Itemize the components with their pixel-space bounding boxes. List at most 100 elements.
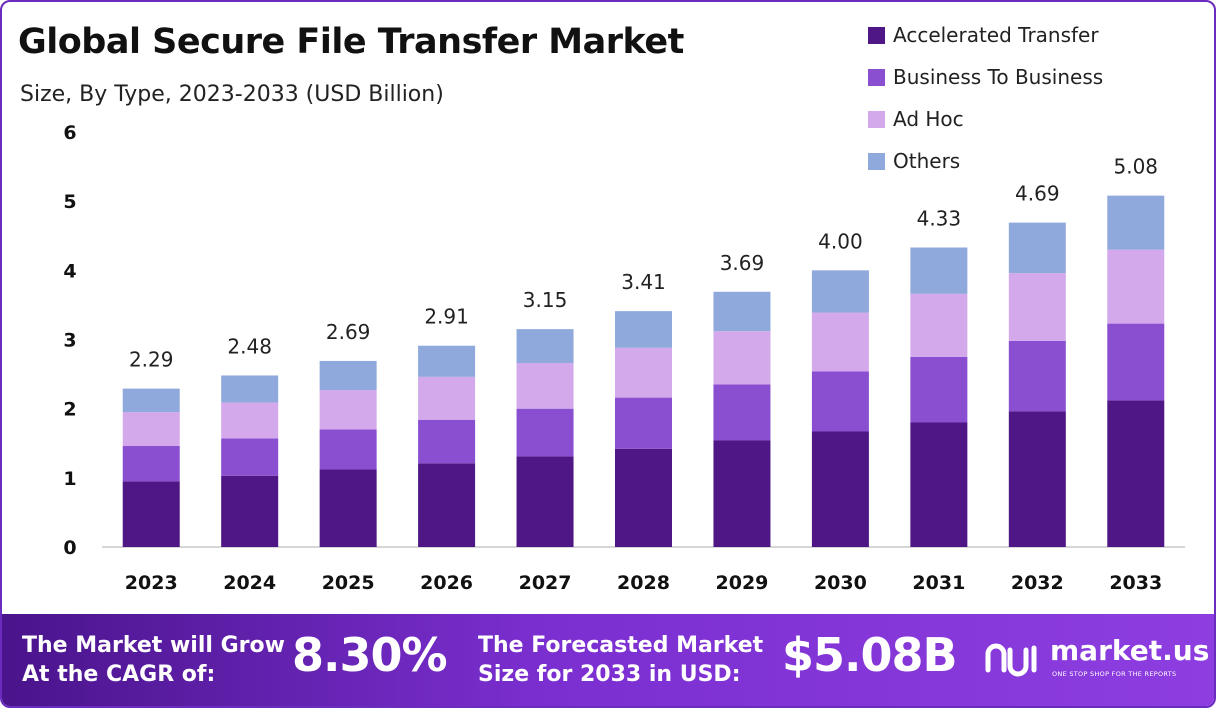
stacked-bar-chart: 0 1 2 3 4 5 6 2.29 2023 2.48 2024 2.69 2025 2.91 2026 3… <box>63 122 1185 594</box>
bar-total-label: 3.41 <box>621 270 666 294</box>
y-tick-label: 0 <box>63 537 76 559</box>
bar-segment <box>1008 273 1066 341</box>
legend-swatch <box>868 110 885 128</box>
y-tick-label: 5 <box>63 191 76 213</box>
bar-segment <box>221 438 279 476</box>
bar-segment <box>122 412 180 447</box>
bar-segment <box>713 291 771 332</box>
y-tick-label: 3 <box>63 330 76 352</box>
bar-segment <box>615 448 672 547</box>
bar-segment <box>418 419 476 464</box>
legend-label: Business To Business <box>893 65 1104 89</box>
bar-segment <box>811 270 869 313</box>
bar-segment <box>516 408 574 457</box>
bar-segment <box>615 397 672 449</box>
x-tick-label: 2032 <box>1011 572 1064 594</box>
bar-segment <box>1008 222 1066 274</box>
legend-label: Accelerated Transfer <box>893 23 1099 47</box>
legend-swatch <box>868 26 885 44</box>
bar-segment <box>319 469 377 547</box>
x-tick-label: 2028 <box>617 572 670 594</box>
bar-total-label: 4.69 <box>1015 182 1060 206</box>
bar-segment <box>713 440 771 547</box>
bar-segment <box>811 312 869 372</box>
x-tick-label: 2030 <box>814 572 867 594</box>
brand-tagline: ONE STOP SHOP FOR THE REPORTS <box>1052 670 1177 678</box>
bar-segment <box>713 384 771 441</box>
y-tick-label: 4 <box>63 260 76 282</box>
bar-segment <box>221 475 279 547</box>
x-tick-label: 2029 <box>716 572 769 594</box>
bar-segment <box>1008 340 1066 412</box>
bar-segment <box>221 375 279 403</box>
bar-segment <box>1107 195 1165 250</box>
x-tick-label: 2033 <box>1109 572 1162 594</box>
y-tick-label: 1 <box>63 468 76 490</box>
x-tick-label: 2026 <box>420 572 473 594</box>
bar-segment <box>516 456 574 547</box>
bar-segment <box>319 360 377 390</box>
forecast-label-line1: The Forecasted Market <box>478 633 764 658</box>
legend-item-accelerated-transfer: Accelerated Transfer <box>868 14 1103 56</box>
bar-segment <box>910 356 968 423</box>
legend-label: Others <box>893 149 961 173</box>
cagr-value: 8.30% <box>292 628 448 682</box>
legend-item-others: Others <box>868 140 1103 182</box>
bar-segment <box>615 311 672 348</box>
bar-total-label: 3.69 <box>720 251 765 275</box>
bar-segment <box>811 431 869 547</box>
bar-segment <box>910 293 968 357</box>
x-tick-label: 2031 <box>912 572 965 594</box>
chart-title: Global Secure File Transfer Market <box>18 22 684 62</box>
legend-label: Ad Hoc <box>893 107 964 131</box>
x-tick-label: 2025 <box>322 572 375 594</box>
forecast-label: The Forecasted Market Size for 2033 in U… <box>478 631 763 689</box>
bar-segment <box>1107 400 1165 547</box>
brand-name: market.us <box>1050 634 1210 667</box>
bar-segment <box>319 389 377 430</box>
bar-segment <box>418 463 476 547</box>
legend-swatch <box>868 152 885 170</box>
legend-item-ad-hoc: Ad Hoc <box>868 98 1103 140</box>
bar-total-label: 2.48 <box>227 334 272 358</box>
x-tick-label: 2023 <box>125 572 178 594</box>
bar-segment <box>221 402 279 439</box>
bar-segment <box>122 388 180 413</box>
bar-segment <box>713 331 771 385</box>
legend: Accelerated Transfer Business To Busines… <box>868 14 1103 182</box>
bar-segment <box>1107 323 1165 401</box>
bar-segment <box>811 371 869 432</box>
y-tick-label: 2 <box>63 399 76 421</box>
bar-segment <box>910 422 968 547</box>
chart-subtitle: Size, By Type, 2023-2033 (USD Billion) <box>20 82 444 107</box>
bar-segment <box>516 363 574 409</box>
bar-total-label: 2.91 <box>424 305 469 329</box>
bar-segment <box>319 429 377 470</box>
x-tick-label: 2024 <box>223 572 276 594</box>
bar-segment <box>615 347 672 398</box>
bar-segment <box>418 376 476 420</box>
bar-total-label: 4.00 <box>818 229 863 253</box>
legend-swatch <box>868 68 885 86</box>
bar-total-label: 2.69 <box>326 320 371 344</box>
bar-segment <box>122 446 180 482</box>
cagr-label-line1: The Market will Grow <box>22 633 285 658</box>
bar-segment <box>516 329 574 364</box>
bar-total-label: 2.29 <box>129 348 174 372</box>
bar-segment <box>1107 249 1165 324</box>
forecast-label-line2: Size for 2033 in USD: <box>478 662 741 687</box>
market-us-logo-icon <box>985 643 1037 677</box>
bar-segment <box>418 345 476 377</box>
x-tick-label: 2027 <box>519 572 572 594</box>
bar-segment <box>1008 411 1066 547</box>
bar-segment <box>910 247 968 294</box>
legend-item-business-to-business: Business To Business <box>868 56 1103 98</box>
forecast-value: $5.08B <box>782 628 958 682</box>
bar-total-label: 3.15 <box>523 288 568 312</box>
cagr-label-line2: At the CAGR of: <box>22 662 216 687</box>
y-tick-label: 6 <box>63 122 76 144</box>
bar-total-label: 5.08 <box>1114 155 1159 179</box>
footer-banner: The Market will Grow At the CAGR of: 8.3… <box>2 614 1214 706</box>
bar-segment <box>122 481 180 547</box>
